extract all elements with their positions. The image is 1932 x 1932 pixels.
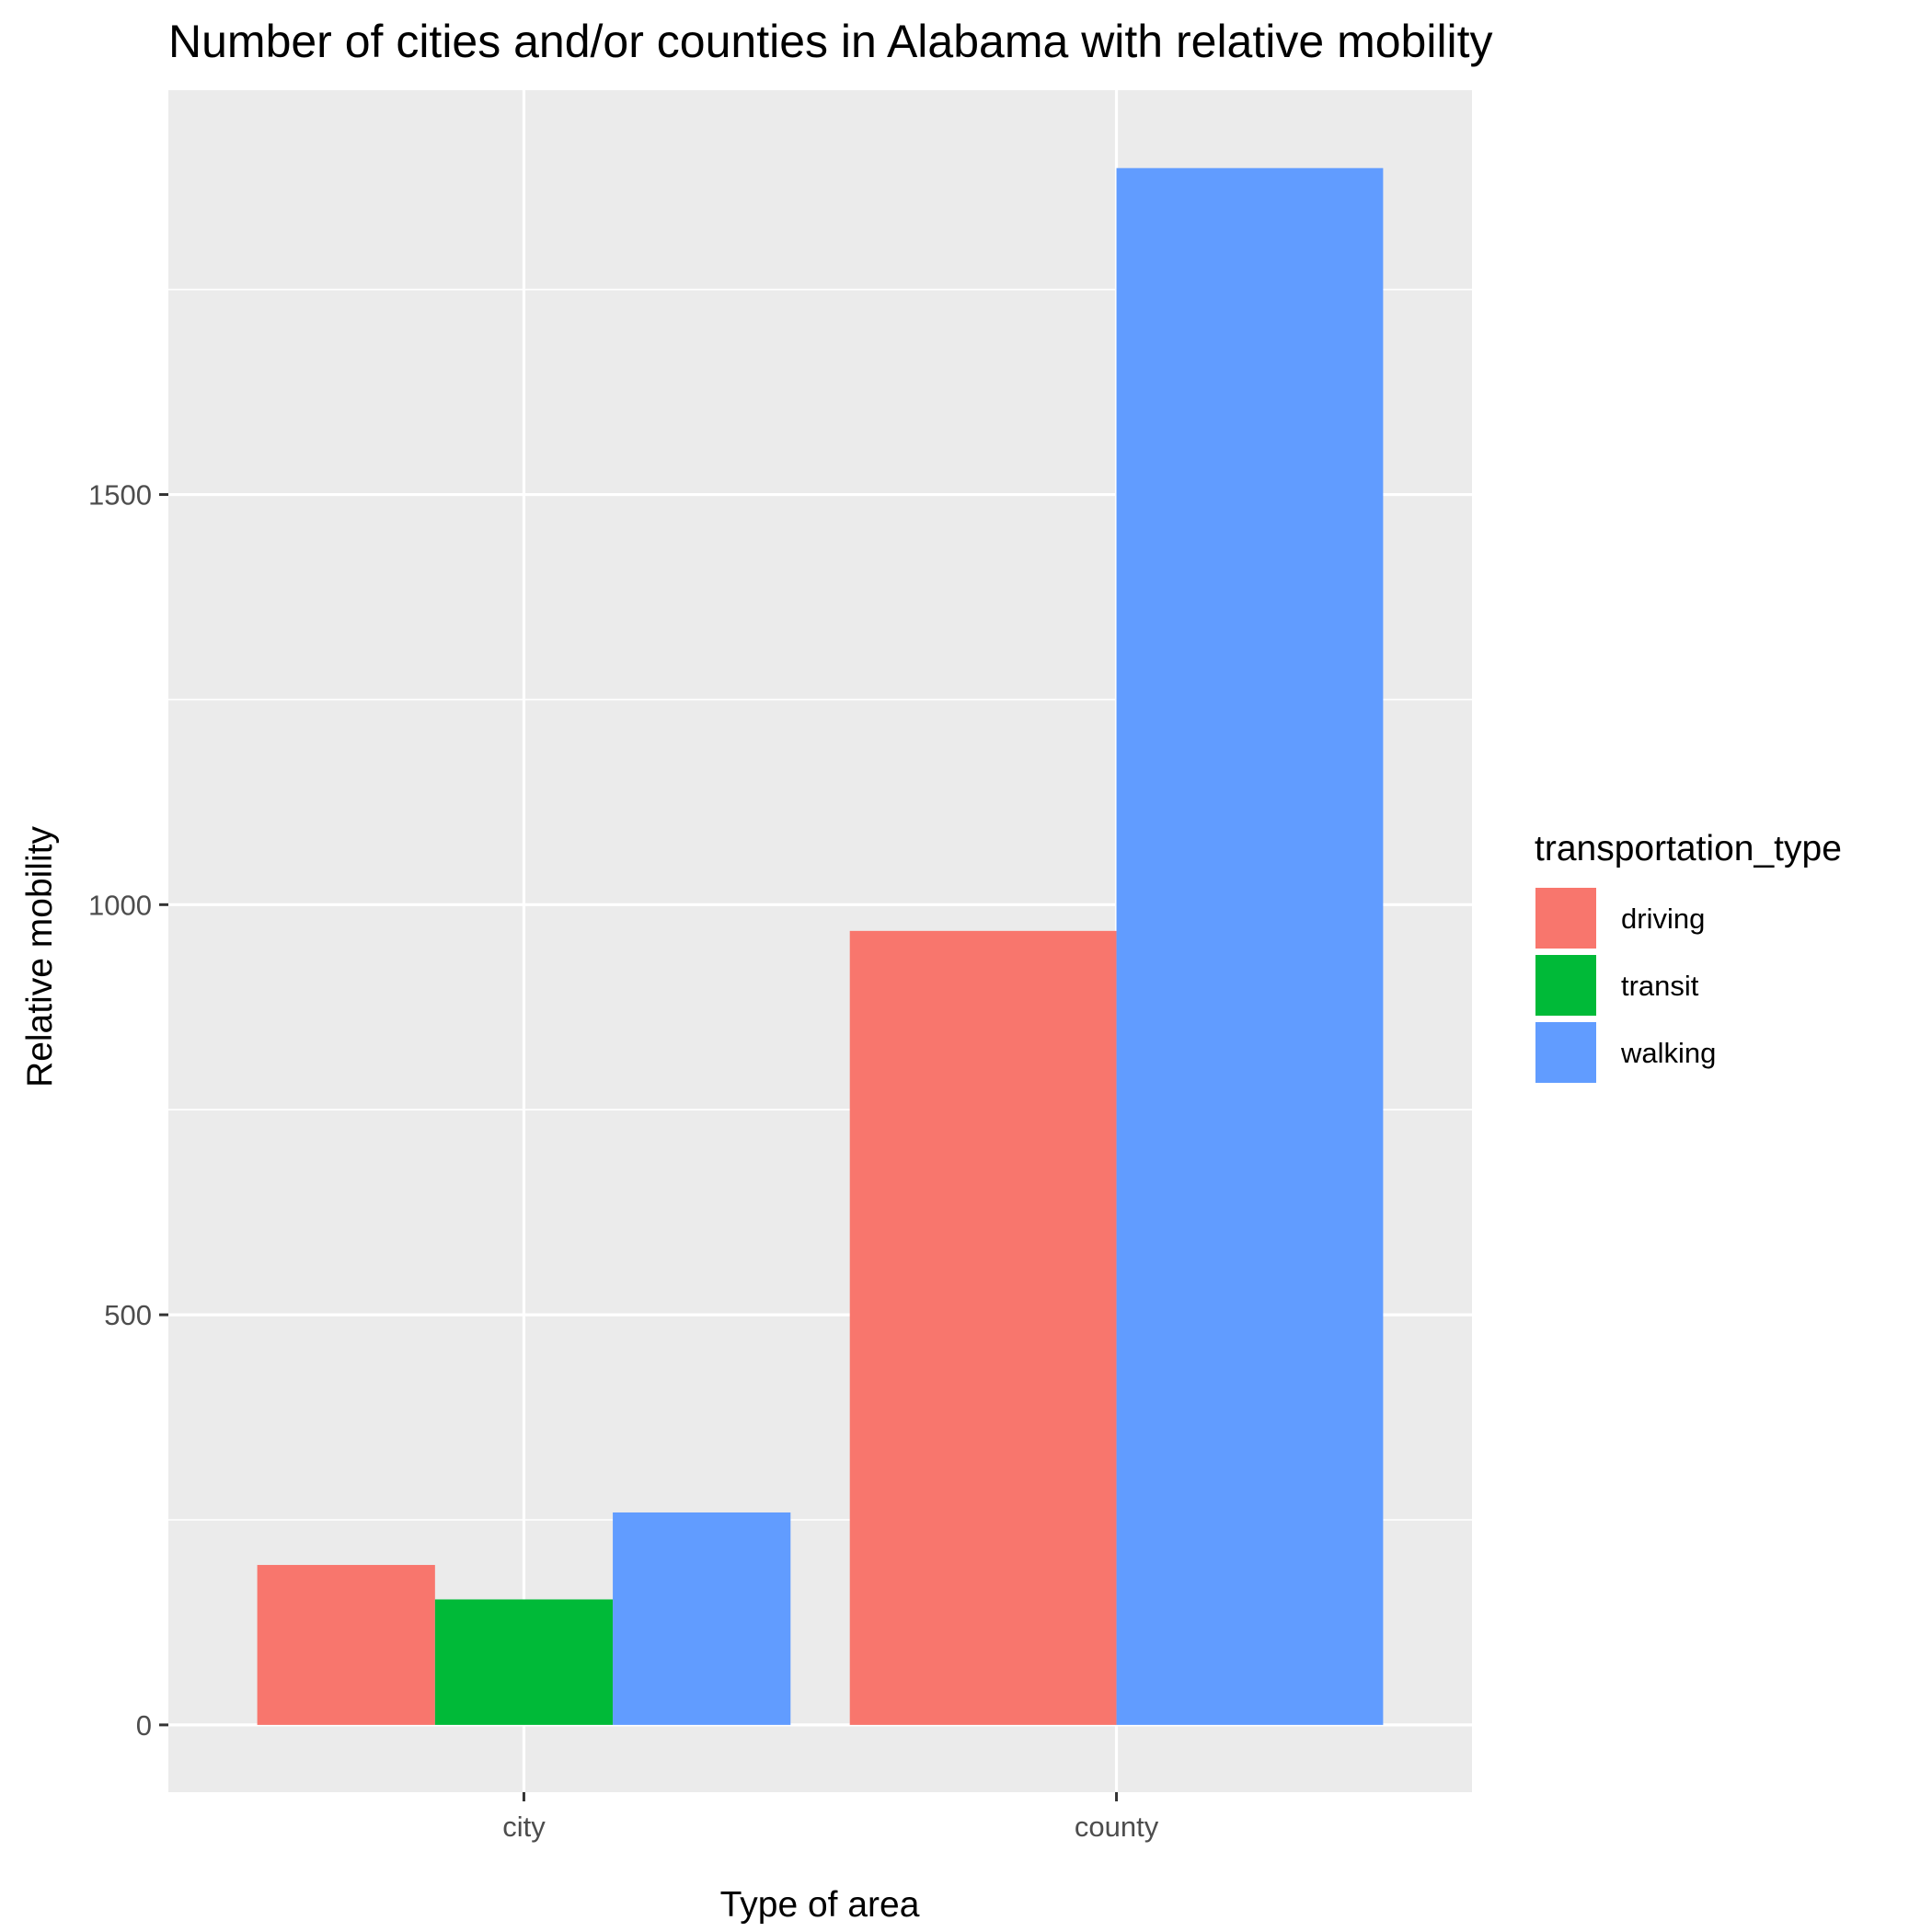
x-axis: city county [502,1792,1159,1843]
x-tick-label: county [1075,1811,1159,1843]
legend-key-driving [1534,886,1598,950]
legend: transportation_type driving transit walkin… [1534,829,1842,1085]
x-tick-label: city [502,1811,546,1843]
bar-driving-city [257,1565,435,1725]
legend-label-driving: driving [1621,903,1705,935]
y-tick-label: 0 [136,1709,152,1742]
x-axis-title: Type of area [720,1885,920,1925]
y-tick-label: 1500 [88,479,152,512]
y-axis: 0 500 1000 1500 [88,479,168,1742]
bar-transit-city [434,1599,614,1725]
legend-label-transit: transit [1621,970,1699,1002]
y-tick-label: 1000 [88,889,152,921]
bar-walking-county [1116,167,1384,1725]
bar-driving-county [849,930,1117,1725]
bars [257,167,1384,1725]
legend-title: transportation_type [1535,829,1842,868]
bar-walking-city [613,1512,791,1725]
y-axis-title: Relative mobility [20,826,60,1087]
legend-items: driving transit walking [1534,886,1716,1085]
chart-title: Number of cities and/or counties in Alab… [168,16,1493,67]
legend-key-transit [1534,953,1598,1018]
y-tick-label: 500 [104,1299,152,1331]
legend-key-walking [1534,1020,1598,1085]
legend-label-walking: walking [1620,1037,1716,1069]
